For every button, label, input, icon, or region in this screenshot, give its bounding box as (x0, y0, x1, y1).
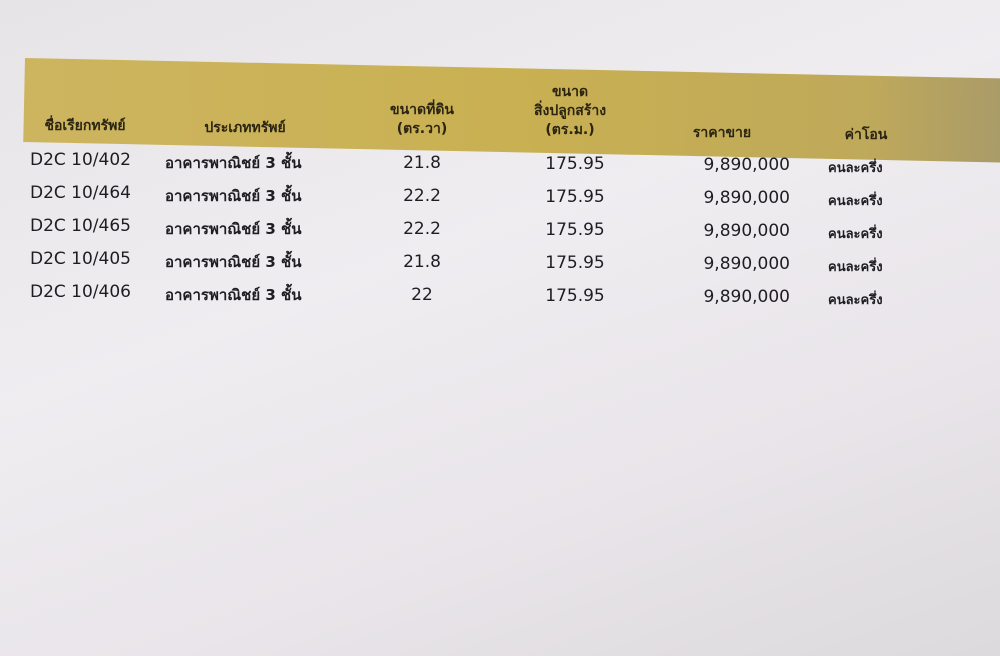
table-cell: 9,890,000 (703, 254, 790, 275)
table-cell: 22.2 (403, 218, 441, 239)
table-cell: 175.95 (545, 219, 605, 240)
table-cell: อาคารพาณิชย์ 3 ชั้น (165, 220, 302, 239)
table-cell: คนละครึ่ง (828, 193, 883, 209)
table-cell: อาคารพาณิชย์ 3 ชั้น (165, 154, 302, 173)
table-cell: อาคารพาณิชย์ 3 ชั้น (165, 286, 302, 305)
table-cell: D2C 10/405 (30, 249, 131, 269)
table-cell: 9,890,000 (703, 188, 790, 209)
table-cell: D2C 10/406 (30, 282, 131, 302)
column-header: ค่าโอน (844, 127, 888, 143)
table-cell: คนละครึ่ง (828, 160, 883, 176)
table-cell: 175.95 (545, 153, 605, 174)
table-cell: คนละครึ่ง (828, 226, 883, 242)
table-cell: 21.8 (403, 251, 441, 272)
table-cell: 175.95 (545, 285, 605, 306)
table-cell: D2C 10/402 (30, 150, 131, 170)
table-cell: อาคารพาณิชย์ 3 ชั้น (165, 253, 302, 272)
table-cell: 175.95 (545, 186, 605, 207)
table-cell: 22 (411, 284, 433, 305)
column-header: ขนาด (551, 84, 589, 100)
table-cell: 9,890,000 (703, 155, 790, 176)
column-header: ประเภททรัพย์ (204, 120, 286, 136)
table-cell: อาคารพาณิชย์ 3 ชั้น (165, 187, 302, 206)
table-cell: คนละครึ่ง (828, 259, 883, 275)
table-cell: 9,890,000 (703, 287, 790, 308)
table-cell: 21.8 (403, 152, 441, 173)
column-header: สิ่งปลูกสร้าง (533, 103, 607, 119)
column-header: (ตร.วา) (396, 121, 448, 137)
table-cell: 22.2 (403, 185, 441, 206)
column-header: ชื่อเรียกทรัพย์ (44, 118, 126, 134)
table-cell: คนละครึ่ง (828, 292, 883, 308)
column-header: (ตร.ม.) (545, 122, 595, 138)
table-cell: 9,890,000 (703, 221, 790, 242)
table-cell: D2C 10/465 (30, 216, 131, 236)
column-header: ราคาขาย (692, 125, 752, 141)
table-cell: 175.95 (545, 252, 605, 273)
column-header: ขนาดที่ดิน (390, 102, 454, 118)
table-cell: D2C 10/464 (30, 183, 131, 203)
